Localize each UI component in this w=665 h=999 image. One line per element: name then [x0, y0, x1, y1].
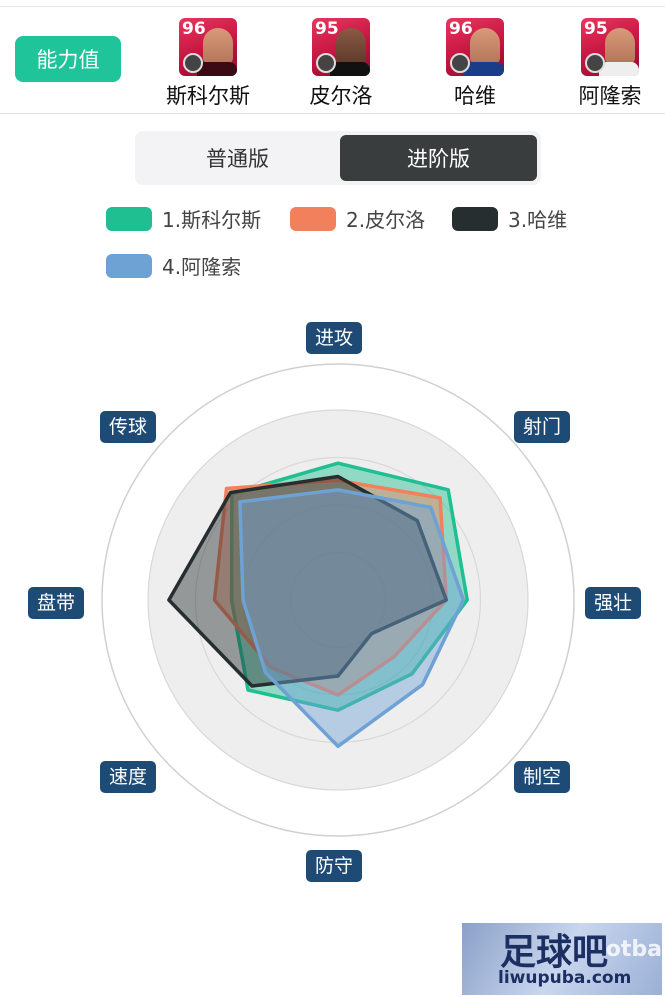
- radar-grid-ring: [147, 409, 529, 791]
- player-name: 斯科尔斯: [166, 84, 250, 108]
- legend-item-scholes[interactable]: 1.斯科尔斯: [106, 204, 261, 233]
- player-shirt: [330, 62, 370, 76]
- player-shirt: [599, 62, 639, 76]
- legend-item-xavi[interactable]: 3.哈维: [452, 204, 567, 233]
- player-portrait: [605, 28, 635, 64]
- player-card-image: 95: [581, 18, 639, 76]
- legend-item-pirlo[interactable]: 2.皮尔洛: [290, 204, 425, 233]
- watermark-url-text: liwupuba.com: [498, 968, 632, 988]
- player-name: 阿隆索: [578, 84, 642, 108]
- radar-series-polygon-1: [229, 461, 469, 712]
- player-rating: 95: [315, 19, 339, 39]
- radar-outer-ring: [101, 363, 575, 837]
- legend-swatch: [290, 206, 336, 231]
- radar-grid-ring: [289, 551, 387, 649]
- player-rating: 95: [584, 19, 608, 39]
- radar-chart: [101, 363, 575, 837]
- player-card-scholes[interactable]: 96 斯科尔斯: [153, 18, 263, 110]
- axis-label-shooting: 射门: [514, 411, 571, 443]
- version-toggle: 普通版 进阶版: [135, 131, 541, 185]
- legend-item-alonso[interactable]: 4.阿隆索: [106, 251, 241, 280]
- axis-label-passing: 传球: [100, 411, 157, 443]
- axis-label-speed: 速度: [100, 761, 157, 793]
- player-rating: 96: [182, 19, 206, 39]
- club-badge-icon: [183, 53, 203, 73]
- player-card-image: 96: [179, 18, 237, 76]
- radar-series-polygon-2: [212, 478, 449, 697]
- axis-label-attack: 进攻: [306, 322, 363, 354]
- player-card-xavi[interactable]: 96 哈维: [420, 18, 530, 110]
- axis-label-strength: 强壮: [585, 587, 642, 619]
- club-badge-icon: [585, 53, 605, 73]
- player-card-image: 95: [312, 18, 370, 76]
- watermark-main-text: 足球吧: [500, 932, 609, 973]
- ability-value-button[interactable]: 能力值: [15, 36, 121, 82]
- player-rating: 96: [449, 19, 473, 39]
- player-portrait: [470, 28, 500, 64]
- legend-label: 2.皮尔洛: [346, 208, 426, 232]
- player-name: 哈维: [454, 84, 496, 108]
- tab-advanced-version[interactable]: 进阶版: [340, 135, 537, 181]
- legend-label: 1.斯科尔斯: [162, 208, 262, 232]
- player-shirt: [197, 62, 237, 76]
- top-divider: [0, 6, 665, 7]
- legend-swatch: [106, 206, 152, 231]
- legend-label: 4.阿隆索: [162, 255, 242, 279]
- axis-label-aerial: 制空: [514, 761, 571, 793]
- tab-normal-version[interactable]: 普通版: [206, 147, 269, 171]
- radar-series-layer: [167, 461, 469, 749]
- radar-background: [148, 410, 528, 790]
- player-card-image: 96: [446, 18, 504, 76]
- watermark-bg-text: otba: [605, 937, 662, 962]
- radar-grid-ring: [194, 456, 482, 744]
- radar-series-polygon-4: [238, 488, 466, 749]
- watermark-logo: otba 足球吧 liwupuba.com: [462, 923, 662, 995]
- header-divider: [0, 113, 665, 114]
- player-card-alonso[interactable]: 95 阿隆索: [555, 18, 665, 110]
- legend-swatch: [452, 206, 498, 231]
- club-badge-icon: [450, 53, 470, 73]
- player-portrait: [203, 28, 233, 64]
- legend-swatch: [106, 253, 152, 278]
- player-card-pirlo[interactable]: 95 皮尔洛: [286, 18, 396, 110]
- player-portrait: [336, 28, 366, 64]
- player-name: 皮尔洛: [309, 84, 373, 108]
- radar-series-polygon-3: [167, 474, 449, 688]
- player-shirt: [464, 62, 504, 76]
- axis-label-dribbling: 盘带: [28, 587, 85, 619]
- axis-label-defense: 防守: [306, 850, 363, 882]
- club-badge-icon: [316, 53, 336, 73]
- legend-label: 3.哈维: [508, 208, 568, 232]
